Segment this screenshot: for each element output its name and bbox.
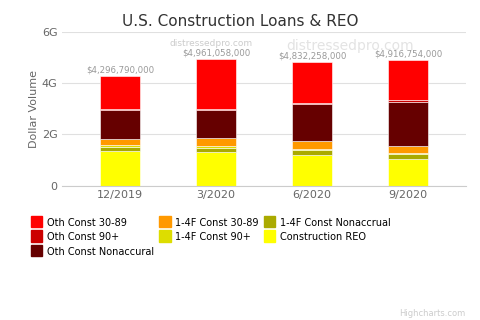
- Text: Highcharts.com: Highcharts.com: [399, 309, 466, 318]
- Text: $4,832,258,000: $4,832,258,000: [278, 51, 346, 60]
- Bar: [388, 153, 428, 154]
- Bar: [196, 146, 236, 148]
- Bar: [100, 151, 140, 186]
- Bar: [388, 100, 428, 102]
- Text: $4,916,754,000: $4,916,754,000: [374, 49, 442, 58]
- Y-axis label: Dollar Volume: Dollar Volume: [29, 70, 39, 148]
- Bar: [196, 110, 236, 138]
- Bar: [292, 103, 332, 104]
- Bar: [292, 141, 332, 149]
- Bar: [292, 104, 332, 141]
- Text: distressedpro.com: distressedpro.com: [287, 39, 414, 53]
- Bar: [196, 138, 236, 146]
- Bar: [388, 154, 428, 159]
- Bar: [100, 110, 140, 139]
- Bar: [388, 146, 428, 153]
- Bar: [292, 62, 332, 103]
- Bar: [100, 145, 140, 147]
- Bar: [292, 150, 332, 155]
- Bar: [196, 148, 236, 152]
- Text: $4,296,790,000: $4,296,790,000: [86, 65, 154, 74]
- Bar: [388, 60, 428, 100]
- Text: $4,961,058,000: $4,961,058,000: [182, 48, 250, 57]
- Legend: Oth Const 30-89, Oth Const 90+, Oth Const Nonaccural, 1-4F Const 30-89, 1-4F Con: Oth Const 30-89, Oth Const 90+, Oth Cons…: [31, 218, 391, 257]
- Bar: [100, 109, 140, 110]
- Bar: [100, 147, 140, 151]
- Bar: [196, 59, 236, 109]
- Text: U.S. Construction Loans & REO: U.S. Construction Loans & REO: [122, 14, 358, 29]
- Bar: [292, 149, 332, 150]
- Bar: [292, 155, 332, 186]
- Bar: [100, 76, 140, 109]
- Text: distressedpro.com: distressedpro.com: [169, 39, 253, 48]
- Bar: [388, 159, 428, 186]
- Bar: [100, 139, 140, 145]
- Bar: [196, 152, 236, 186]
- Bar: [388, 102, 428, 146]
- Bar: [196, 109, 236, 110]
